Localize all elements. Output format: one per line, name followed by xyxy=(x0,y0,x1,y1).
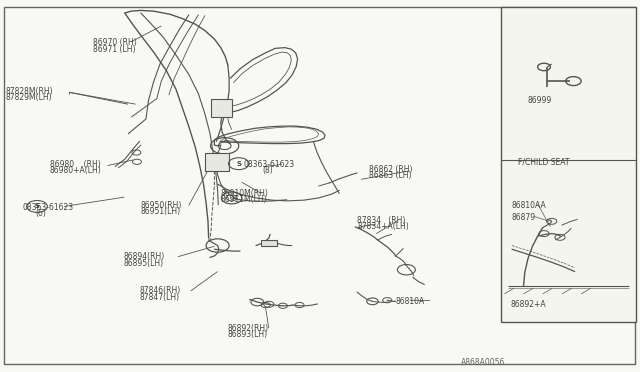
Text: 86879: 86879 xyxy=(512,213,536,222)
Text: 86810AA: 86810AA xyxy=(512,201,547,210)
Text: 87828M(RH): 87828M(RH) xyxy=(5,87,52,96)
Text: 86999: 86999 xyxy=(527,96,552,105)
Text: 86971 (LH): 86971 (LH) xyxy=(93,45,135,54)
Text: 86894(RH): 86894(RH) xyxy=(124,252,164,261)
Text: 86970 (RH): 86970 (RH) xyxy=(93,38,136,47)
Text: 86810A: 86810A xyxy=(396,297,425,306)
Text: 87834+A(LH): 87834+A(LH) xyxy=(357,222,409,231)
Text: S: S xyxy=(35,203,40,209)
Text: 86863 (LH): 86863 (LH) xyxy=(369,171,412,180)
Bar xyxy=(211,99,232,117)
Text: 86895(LH): 86895(LH) xyxy=(124,259,164,267)
Text: 86980    (RH): 86980 (RH) xyxy=(50,160,100,169)
Text: 86951(LH): 86951(LH) xyxy=(141,207,181,216)
Text: 86862 (RH): 86862 (RH) xyxy=(369,165,413,174)
Bar xyxy=(261,240,277,246)
Text: F/CHILD SEAT: F/CHILD SEAT xyxy=(518,157,570,166)
Text: 86910M(RH): 86910M(RH) xyxy=(221,189,269,198)
Text: 87847(LH): 87847(LH) xyxy=(140,293,180,302)
Text: 86911M(LH): 86911M(LH) xyxy=(221,195,268,204)
Text: (6): (6) xyxy=(35,209,46,218)
Text: (8): (8) xyxy=(262,166,273,175)
Text: 87846(RH): 87846(RH) xyxy=(140,286,180,295)
Text: 86893(LH): 86893(LH) xyxy=(227,330,268,339)
Bar xyxy=(501,7,636,322)
Text: 87829M(LH): 87829M(LH) xyxy=(5,93,52,102)
Text: 87834   (RH): 87834 (RH) xyxy=(357,216,406,225)
Text: 86892+A: 86892+A xyxy=(511,300,547,309)
Text: A868A0056: A868A0056 xyxy=(461,358,505,367)
Text: 08363-61623: 08363-61623 xyxy=(243,160,294,169)
Text: 86950(RH): 86950(RH) xyxy=(141,201,182,210)
Text: 86980+A(LH): 86980+A(LH) xyxy=(50,166,102,175)
Text: 86892(RH): 86892(RH) xyxy=(227,324,268,333)
Bar xyxy=(205,153,229,171)
Text: S: S xyxy=(236,161,241,167)
Text: 08363-61623: 08363-61623 xyxy=(22,203,74,212)
